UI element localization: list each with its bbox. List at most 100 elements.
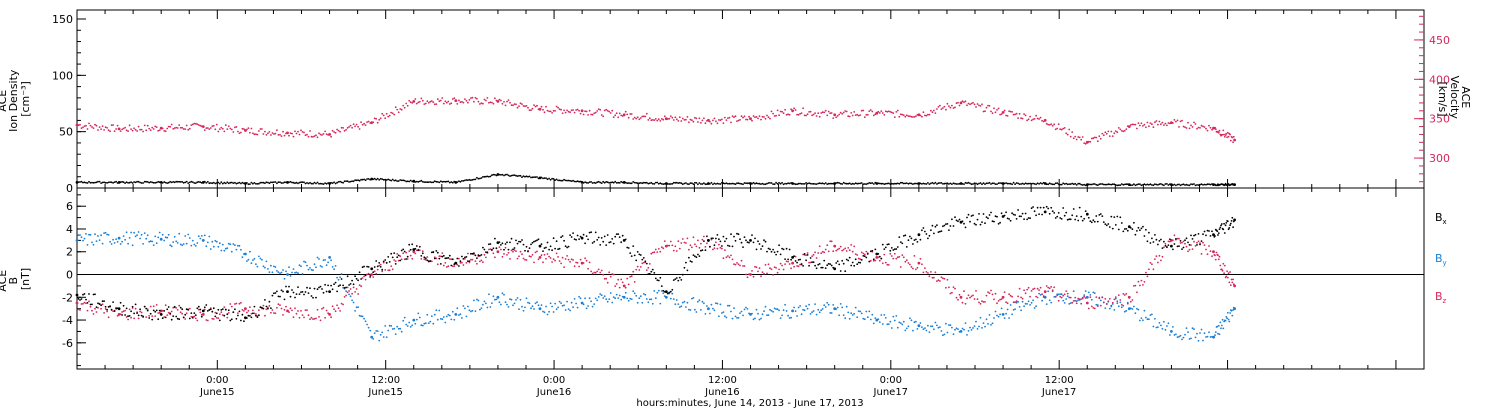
bx-dot <box>166 308 169 311</box>
velocity-dot <box>218 128 221 131</box>
velocity-dot <box>677 120 680 122</box>
bz-dot <box>524 258 526 261</box>
bz-dot <box>569 260 571 263</box>
by-dot <box>399 327 402 330</box>
by-dot <box>537 304 540 307</box>
bx-dot <box>728 245 731 248</box>
velocity-dot <box>830 112 833 114</box>
bz-dot <box>172 306 175 309</box>
bz-point <box>201 313 205 316</box>
velocity-dot <box>136 130 139 132</box>
density-dot <box>357 179 359 182</box>
by-dot <box>826 301 829 304</box>
density-dot <box>710 181 713 184</box>
velocity-dot <box>306 133 308 136</box>
by-dot <box>615 293 618 296</box>
by-dot <box>662 292 665 295</box>
density-dot <box>115 180 117 183</box>
velocity-dot <box>758 115 761 117</box>
bz-dot <box>522 257 525 260</box>
bz-dot <box>403 258 406 261</box>
bx-dot <box>746 241 749 244</box>
density-dot <box>856 182 859 185</box>
bx-dot <box>507 248 510 251</box>
by-dot <box>124 238 126 241</box>
by-dot <box>334 265 337 267</box>
density-dot <box>620 180 623 183</box>
velocity-dot <box>1211 128 1213 131</box>
velocity-dot <box>1008 110 1010 112</box>
bz-dot <box>797 265 800 268</box>
density-dot <box>324 182 326 185</box>
density-dot <box>250 181 253 184</box>
bz-dot <box>620 278 623 281</box>
bx-dot <box>912 243 914 245</box>
bx-dot <box>1129 227 1132 229</box>
velocity-dot <box>695 117 698 120</box>
bz-dot <box>1146 275 1149 278</box>
bx-dot <box>584 242 586 245</box>
density-dot <box>164 181 167 184</box>
by-dot <box>990 324 992 326</box>
bx-dot <box>612 242 615 245</box>
velocity-dot <box>230 128 233 131</box>
bx-dot <box>224 308 227 311</box>
by-dot <box>489 306 492 308</box>
velocity-dot <box>564 111 567 114</box>
velocity-dot <box>924 114 926 117</box>
by-dot <box>952 333 955 336</box>
bz-dot <box>470 258 472 261</box>
density-dot <box>602 180 605 183</box>
velocity-dot <box>599 108 602 111</box>
velocity-dot <box>448 103 451 105</box>
density-dot <box>283 181 286 184</box>
by-dot <box>1226 311 1229 314</box>
by-dot <box>1140 317 1143 319</box>
bz-dot <box>376 268 379 271</box>
by-dot <box>836 306 839 309</box>
bx-dot <box>301 291 304 293</box>
velocity-dot <box>933 109 935 112</box>
bx-dot <box>731 245 734 248</box>
density-dot <box>612 181 615 184</box>
bx-dot <box>304 291 307 293</box>
by-dot <box>1083 294 1086 296</box>
by-dot <box>854 306 857 309</box>
by-point <box>244 252 247 256</box>
bx-dot <box>140 314 143 317</box>
bx-dot <box>839 270 842 272</box>
velocity-dot <box>1149 122 1152 124</box>
by-dot <box>915 320 917 323</box>
by-dot <box>208 235 211 238</box>
bz-dot <box>103 312 105 314</box>
bx-dot <box>504 243 507 245</box>
velocity-dot <box>89 124 92 127</box>
bx-dot <box>234 308 236 311</box>
by-dot <box>905 327 908 330</box>
bz-dot <box>375 272 378 275</box>
velocity-dot <box>582 113 585 116</box>
by-dot <box>423 322 426 325</box>
density-dot <box>1143 183 1146 186</box>
bz-dot <box>928 275 931 278</box>
density-dot <box>1187 184 1189 187</box>
bz-dot <box>453 265 456 267</box>
density-dot <box>886 182 889 185</box>
by-dot <box>137 231 140 233</box>
by-dot <box>884 317 887 319</box>
by-dot <box>1116 302 1119 305</box>
bx-dot <box>322 291 325 294</box>
by-dot <box>1014 308 1016 310</box>
by-dot <box>394 333 397 335</box>
velocity-dot <box>339 130 341 133</box>
velocity-dot <box>109 130 111 133</box>
bx-dot <box>936 224 938 227</box>
density-dot <box>274 181 277 183</box>
density-dot <box>1075 184 1078 186</box>
bx-dot <box>430 251 433 254</box>
bx-dot <box>205 304 208 306</box>
bz-dot <box>821 250 824 253</box>
velocity-dot <box>80 127 83 129</box>
density-dot <box>262 181 265 184</box>
velocity-dot <box>760 118 762 121</box>
